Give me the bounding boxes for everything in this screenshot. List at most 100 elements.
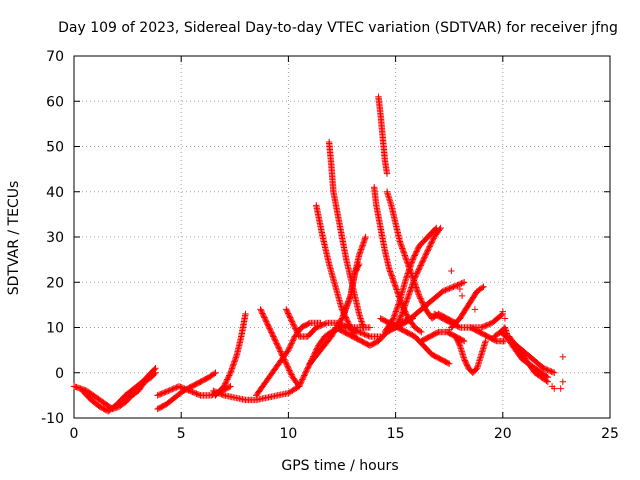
data-point-marker bbox=[277, 349, 285, 357]
data-point-marker bbox=[257, 307, 265, 314]
data-point-marker bbox=[226, 383, 233, 391]
data-point-marker bbox=[283, 361, 291, 369]
data-point-marker bbox=[559, 353, 567, 361]
data-point-marker bbox=[398, 319, 405, 326]
data-point-marker bbox=[358, 329, 366, 337]
data-point-marker bbox=[223, 377, 230, 385]
data-point-marker bbox=[162, 388, 169, 396]
data-point-marker bbox=[486, 320, 493, 328]
data-point-marker bbox=[283, 360, 290, 367]
data-point-marker bbox=[191, 389, 199, 397]
data-point-marker bbox=[183, 386, 191, 393]
data-point-marker bbox=[482, 337, 489, 345]
data-point-marker bbox=[403, 312, 411, 319]
data-point-marker bbox=[286, 312, 293, 320]
data-point-marker bbox=[282, 359, 289, 366]
data-point-marker bbox=[220, 383, 228, 390]
data-point-marker bbox=[289, 338, 296, 346]
series-arc-22 bbox=[385, 279, 468, 331]
data-point-marker bbox=[264, 321, 271, 328]
data-point-marker bbox=[482, 322, 489, 330]
data-point-marker bbox=[499, 308, 506, 315]
data-point-marker bbox=[165, 387, 172, 395]
data-point-marker bbox=[397, 313, 404, 320]
data-point-marker bbox=[257, 306, 264, 313]
data-point-marker bbox=[284, 363, 291, 370]
data-point-marker bbox=[167, 386, 175, 393]
data-point-marker bbox=[322, 320, 329, 327]
data-point-marker bbox=[429, 236, 437, 243]
series-arc-2 bbox=[79, 365, 159, 415]
data-point-marker bbox=[437, 224, 444, 232]
data-point-marker bbox=[285, 345, 293, 352]
data-point-marker bbox=[434, 329, 441, 336]
data-point-marker bbox=[195, 391, 203, 399]
data-point-marker bbox=[259, 310, 266, 317]
data-point-marker bbox=[305, 320, 312, 327]
data-point-marker bbox=[260, 312, 267, 320]
data-point-marker bbox=[444, 359, 452, 367]
data-point-marker bbox=[215, 389, 222, 397]
data-point-marker bbox=[446, 360, 453, 367]
data-point-marker bbox=[278, 350, 285, 358]
data-point-marker bbox=[157, 391, 164, 398]
data-point-marker bbox=[413, 270, 421, 277]
data-point-marker bbox=[545, 367, 553, 374]
data-point-marker bbox=[290, 336, 297, 343]
data-point-marker bbox=[459, 337, 467, 344]
data-point-marker bbox=[547, 367, 554, 375]
data-point-marker bbox=[186, 387, 193, 395]
data-point-marker bbox=[216, 390, 224, 397]
data-point-marker bbox=[321, 320, 328, 328]
data-point-marker bbox=[398, 312, 405, 319]
y-tick-label: -10 bbox=[41, 411, 64, 427]
data-point-marker bbox=[286, 367, 293, 374]
data-point-marker bbox=[414, 267, 422, 275]
data-point-marker bbox=[302, 368, 310, 375]
x-tick-label: 5 bbox=[177, 426, 186, 442]
data-point-marker bbox=[317, 322, 324, 330]
data-point-marker bbox=[277, 348, 284, 355]
data-point-marker bbox=[471, 306, 479, 313]
data-point-marker bbox=[293, 329, 301, 336]
data-point-marker bbox=[291, 323, 298, 331]
data-point-marker bbox=[365, 332, 372, 340]
data-point-marker bbox=[300, 373, 307, 381]
data-point-marker bbox=[266, 325, 273, 332]
data-point-marker bbox=[414, 246, 421, 254]
data-point-marker bbox=[478, 324, 485, 331]
data-point-marker bbox=[158, 390, 165, 397]
data-point-marker bbox=[299, 374, 307, 382]
x-tick-label: 0 bbox=[70, 426, 79, 442]
data-point-marker bbox=[288, 318, 296, 325]
data-point-marker bbox=[543, 366, 550, 373]
data-point-marker bbox=[416, 327, 424, 335]
data-point-marker bbox=[284, 308, 291, 316]
data-point-marker bbox=[338, 316, 345, 323]
data-point-marker bbox=[292, 325, 299, 332]
axis-ticks: 0 5 10 15 20 25 -10 0 10 20 30 40 50 60 70 bbox=[41, 49, 619, 442]
data-point-marker bbox=[227, 383, 234, 390]
data-point-marker bbox=[214, 389, 221, 396]
data-point-marker bbox=[272, 338, 280, 346]
data-point-marker bbox=[263, 319, 271, 327]
data-point-marker bbox=[287, 315, 294, 323]
data-point-marker bbox=[152, 365, 159, 372]
data-point-marker bbox=[297, 380, 304, 387]
data-point-marker bbox=[446, 285, 453, 292]
data-point-marker bbox=[222, 380, 229, 387]
data-point-marker bbox=[411, 252, 418, 259]
data-point-marker bbox=[274, 341, 281, 348]
data-point-marker bbox=[540, 365, 547, 372]
data-point-marker bbox=[427, 241, 434, 249]
data-point-marker bbox=[551, 385, 558, 392]
series-isolated bbox=[446, 267, 567, 392]
data-point-marker bbox=[163, 388, 171, 395]
data-point-marker bbox=[314, 343, 321, 351]
data-point-marker bbox=[448, 267, 455, 275]
data-point-marker bbox=[362, 233, 369, 241]
data-point-marker bbox=[418, 260, 425, 268]
data-point-marker bbox=[272, 337, 279, 344]
data-point-marker bbox=[189, 388, 196, 396]
data-point-marker bbox=[166, 387, 173, 394]
